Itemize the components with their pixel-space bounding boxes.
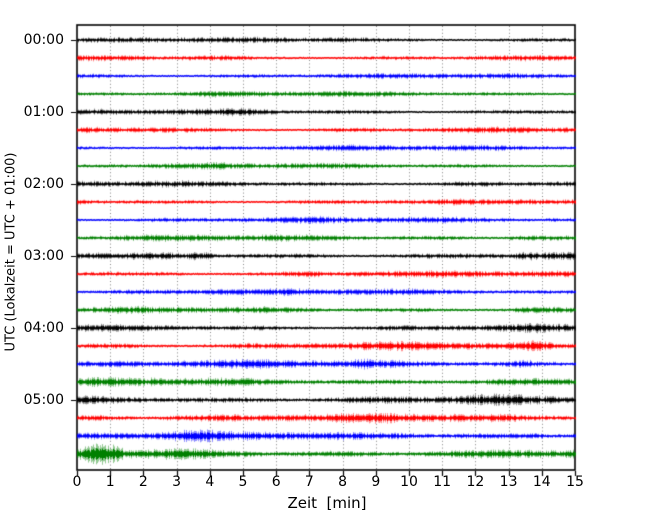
x-tick-label: 13	[499, 474, 518, 490]
x-tick-label: 3	[172, 474, 182, 490]
x-tick-label: 7	[304, 474, 314, 490]
x-tick-label: 10	[400, 474, 418, 490]
y-axis-title: UTC (Lokalzeit = UTC + 01:00)	[3, 152, 19, 352]
x-tick-label: 12	[466, 474, 485, 490]
y-tick-label: 04:00	[23, 320, 64, 336]
x-tick-label: 5	[238, 474, 248, 490]
y-tick-label: 01:00	[23, 104, 64, 120]
y-tick-label: 03:00	[23, 248, 64, 264]
x-tick-label: 9	[371, 474, 381, 490]
x-tick-label: 15	[566, 474, 584, 490]
y-tick-label: 00:00	[23, 32, 64, 48]
x-tick-label: 14	[532, 474, 551, 490]
x-axis-title: Zeit [min]	[287, 494, 367, 512]
x-tick-label: 8	[338, 474, 348, 490]
x-tick-label: 6	[271, 474, 281, 490]
y-tick-label: 05:00	[23, 392, 64, 408]
x-tick-label: 0	[72, 474, 82, 490]
x-tick-label: 2	[138, 474, 148, 490]
x-tick-label: 11	[433, 474, 452, 490]
x-tick-label: 1	[105, 474, 115, 490]
y-tick-label: 02:00	[23, 176, 64, 192]
x-tick-label: 4	[205, 474, 215, 490]
